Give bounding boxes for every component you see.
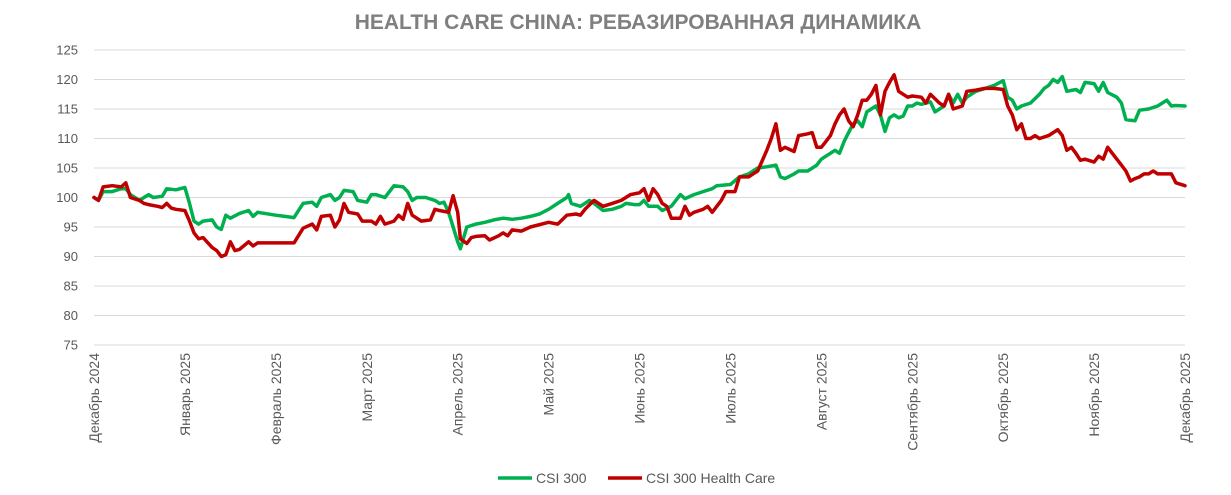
- x-tick-label: Июнь 2025: [632, 353, 648, 424]
- x-tick-label: Август 2025: [813, 353, 829, 430]
- series-lines: [92, 73, 1187, 259]
- y-tick-label: 90: [64, 249, 78, 264]
- x-tick-label: Апрель 2025: [450, 353, 466, 436]
- x-tick-label: Ноябрь 2025: [1086, 353, 1102, 437]
- legend-label: CSI 300: [536, 470, 587, 486]
- y-tick-label: 80: [64, 308, 78, 323]
- x-tick-label: Сентябрь 2025: [904, 353, 920, 451]
- series-line-csi-300: [92, 74, 1187, 251]
- y-tick-label: 125: [56, 43, 78, 58]
- x-tick-label: Февраль 2025: [268, 353, 284, 445]
- y-axis: 75 80 85 90 95 100 105 110 115 120 125: [56, 43, 78, 353]
- gridlines: [94, 49, 1185, 346]
- y-tick-label: 85: [64, 279, 78, 294]
- x-tick-label: Июль 2025: [722, 353, 738, 424]
- y-tick-label: 115: [57, 102, 78, 117]
- y-tick-label: 95: [64, 220, 78, 235]
- x-tick-label: Март 2025: [359, 353, 375, 422]
- y-tick-label: 110: [57, 131, 78, 146]
- y-tick-label: 105: [56, 161, 78, 176]
- y-tick-label: 100: [56, 190, 78, 205]
- x-tick-label: Май 2025: [541, 353, 557, 416]
- x-tick-label: Декабрь 2024: [86, 353, 102, 443]
- legend-label: CSI 300 Health Care: [646, 470, 775, 486]
- x-axis: Декабрь 2024 Январь 2025 Февраль 2025 Март …: [86, 353, 1193, 451]
- y-tick-label: 75: [64, 338, 78, 353]
- series-line-csi-300-health-care: [92, 73, 1187, 259]
- y-tick-label: 120: [56, 72, 78, 87]
- legend: CSI 300 CSI 300 Health Care: [498, 470, 775, 486]
- x-tick-label: Декабрь 2025: [1177, 353, 1193, 443]
- x-tick-label: Январь 2025: [177, 353, 193, 436]
- chart-title: HEALTH CARE CHINA: РЕБАЗИРОВАННАЯ ДИНАМИ…: [355, 11, 922, 34]
- x-tick-label: Октябрь 2025: [995, 353, 1011, 443]
